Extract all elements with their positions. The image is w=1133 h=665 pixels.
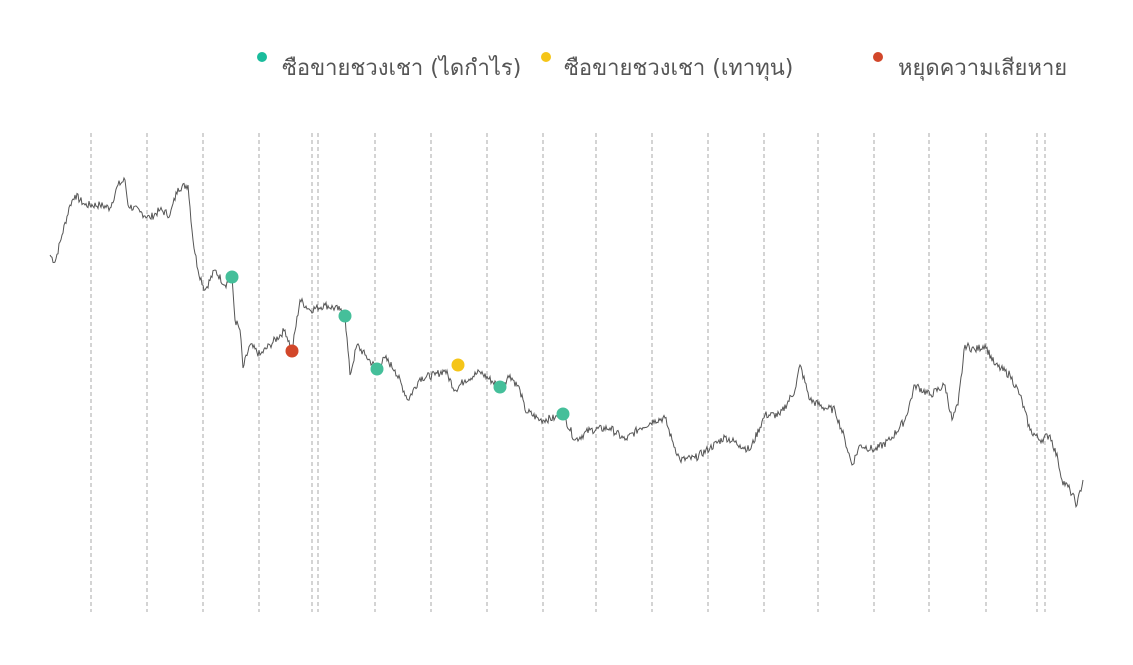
legend-marker-profit (257, 52, 267, 62)
legend-label-profit: ซือขายชวงเชา (ไดกำไร) (282, 55, 521, 81)
legend-label-stoploss: หยุดความเสียหาย (898, 56, 1067, 81)
marker-series0-0 (225, 270, 239, 284)
marker-series1-0 (451, 358, 465, 372)
marker-series0-3 (493, 380, 507, 394)
marker-series0-2 (370, 362, 384, 376)
legend: ซือขายชวงเชา (ไดกำไร) ซือขายชวงเชา (เทาท… (257, 52, 1067, 81)
price-line-path (49, 176, 1084, 509)
vertical-gridlines (90, 133, 1046, 612)
legend-label-breakeven: ซือขายชวงเชา (เทาทุน) (564, 56, 793, 81)
price-line (49, 176, 1084, 509)
legend-marker-breakeven (541, 52, 551, 62)
trade-markers (225, 270, 570, 421)
marker-series0-4 (556, 407, 570, 421)
marker-series2-0 (285, 344, 299, 358)
legend-marker-stoploss (873, 52, 883, 62)
marker-series0-1 (338, 309, 352, 323)
